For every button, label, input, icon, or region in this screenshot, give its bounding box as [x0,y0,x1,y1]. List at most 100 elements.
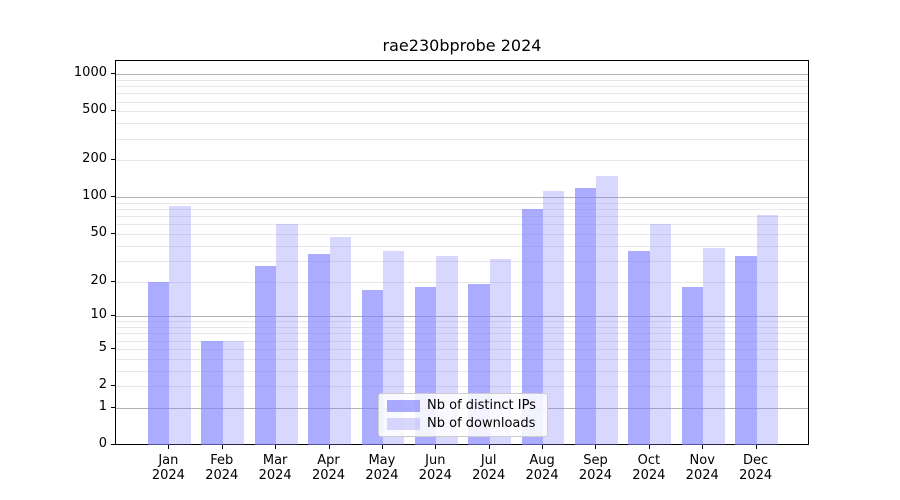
x-tick-mark [221,445,223,449]
minor-gridline [116,260,808,262]
y-tick-label: 5 [98,339,107,355]
y-tick-mark [111,159,115,161]
year-label: 2024 [205,468,239,483]
y-tick-label: 1000 [73,65,107,81]
legend-item-distinct-ips: Nb of distinct IPs [387,399,539,413]
bar-distinct-ips-dec [735,255,757,445]
major-gridline [116,316,808,318]
y-tick-mark [111,73,115,75]
y-tick-label: 50 [90,225,107,241]
bar-downloads-jan [169,205,191,445]
year-label: 2024 [365,468,399,483]
y-tick-mark [111,406,115,408]
year-label: 2024 [578,468,612,483]
minor-gridline [116,348,808,350]
year-label: 2024 [418,468,452,483]
bar-distinct-ips-mar [254,266,277,445]
x-tick-mark [168,445,170,449]
year-label: 2024 [739,468,773,483]
bar-distinct-ips-feb [201,340,223,445]
year-label: 2024 [472,468,506,483]
bar-downloads-dec [756,214,778,445]
month-label: Feb [210,453,234,468]
month-label: Oct [637,453,661,468]
y-tick-mark [111,196,115,198]
y-tick-label: 100 [82,188,107,204]
month-label: Jan [158,453,179,468]
bar-downloads-sep [596,175,618,445]
minor-gridline [116,281,808,283]
minor-gridline [116,93,808,95]
bar-downloads-aug [543,190,565,445]
minor-gridline [116,333,808,335]
x-tick-mark [328,445,330,449]
x-tick-label-nov: Nov 2024 [670,453,734,483]
x-tick-label-oct: Oct 2024 [617,453,681,483]
y-tick-label: 0 [98,436,107,451]
minor-gridline [116,160,808,162]
minor-gridline [116,327,808,329]
legend: Nb of distinct IPs Nb of downloads [378,393,548,437]
year-label: 2024 [151,468,185,483]
month-label: Mar [262,453,288,468]
x-tick-label-feb: Feb 2024 [190,453,254,483]
y-tick-mark [111,315,115,317]
x-tick-label-jun: Jun 2024 [403,453,467,483]
y-tick-label: 10 [90,307,107,323]
x-tick-label-jan: Jan 2024 [136,453,200,483]
month-label: Aug [529,453,555,468]
x-tick-label-dec: Dec 2024 [724,453,788,483]
month-label: May [368,453,396,468]
bar-downloads-oct [649,224,672,445]
plot-area [115,60,809,445]
bar-downloads-feb [222,340,245,445]
major-gridline [116,197,808,199]
x-tick-label-apr: Apr 2024 [297,453,361,483]
bar-downloads-apr [329,237,351,445]
bar-distinct-ips-sep [575,187,597,445]
minor-gridline [116,358,808,360]
minor-gridline [116,209,808,211]
legend-label-downloads: Nb of downloads [427,416,536,431]
y-tick-mark [111,444,115,445]
x-tick-mark [755,445,757,449]
y-tick-mark [111,347,115,349]
y-tick-label: 1 [98,398,107,414]
minor-gridline [116,123,808,125]
y-tick-mark [111,233,115,235]
minor-gridline [116,370,808,372]
minor-gridline [116,321,808,323]
legend-swatch-distinct-ips [387,400,420,412]
bar-distinct-ips-jan [147,281,170,445]
bar-distinct-ips-oct [628,251,650,445]
minor-gridline [116,386,808,388]
x-tick-mark [648,445,650,449]
y-tick-mark [111,110,115,112]
month-label: Nov [689,453,715,468]
month-label: Dec [743,453,769,468]
chart-title: rae230bprobe 2024 [382,36,542,55]
bar-downloads-nov [703,248,725,445]
year-label: 2024 [258,468,292,483]
minor-gridline [116,224,808,226]
minor-gridline [116,245,808,247]
month-label: Jun [425,453,446,468]
legend-label-distinct-ips: Nb of distinct IPs [427,398,536,413]
y-tick-label: 500 [82,102,107,118]
bar-distinct-ips-apr [308,254,330,445]
major-gridline [116,74,808,76]
minor-gridline [116,138,808,140]
minor-gridline [116,216,808,218]
y-tick-label: 2 [98,377,107,393]
bar-downloads-mar [276,224,298,445]
x-tick-label-mar: Mar 2024 [243,453,307,483]
x-tick-label-aug: Aug 2024 [510,453,574,483]
x-tick-mark [381,445,383,449]
x-tick-mark [542,445,544,449]
year-label: 2024 [525,468,559,483]
minor-gridline [116,111,808,113]
month-label: Sep [583,453,608,468]
x-tick-label-sep: Sep 2024 [563,453,627,483]
x-tick-mark [275,445,277,449]
